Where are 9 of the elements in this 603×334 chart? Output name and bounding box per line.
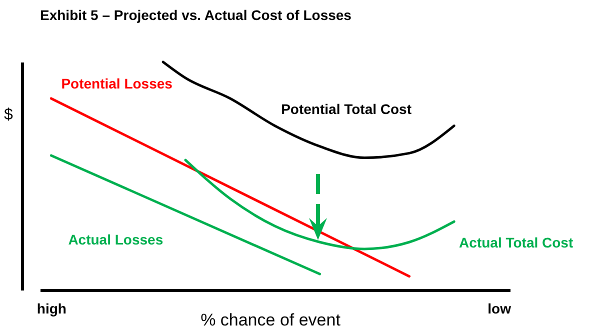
series-label: Actual Total Cost [459,234,574,251]
y-axis-title: $ [4,106,14,124]
x-tick-label: low [488,300,512,316]
series-label: Actual Losses [68,231,164,248]
x-axis-title: % chance of event [200,310,341,330]
series-label: Potential Total Cost [281,101,412,117]
series-label: Potential Losses [61,75,173,92]
chart-title: Exhibit 5 – Projected vs. Actual Cost of Losses [40,6,352,23]
x-tick-label: high [36,300,66,316]
